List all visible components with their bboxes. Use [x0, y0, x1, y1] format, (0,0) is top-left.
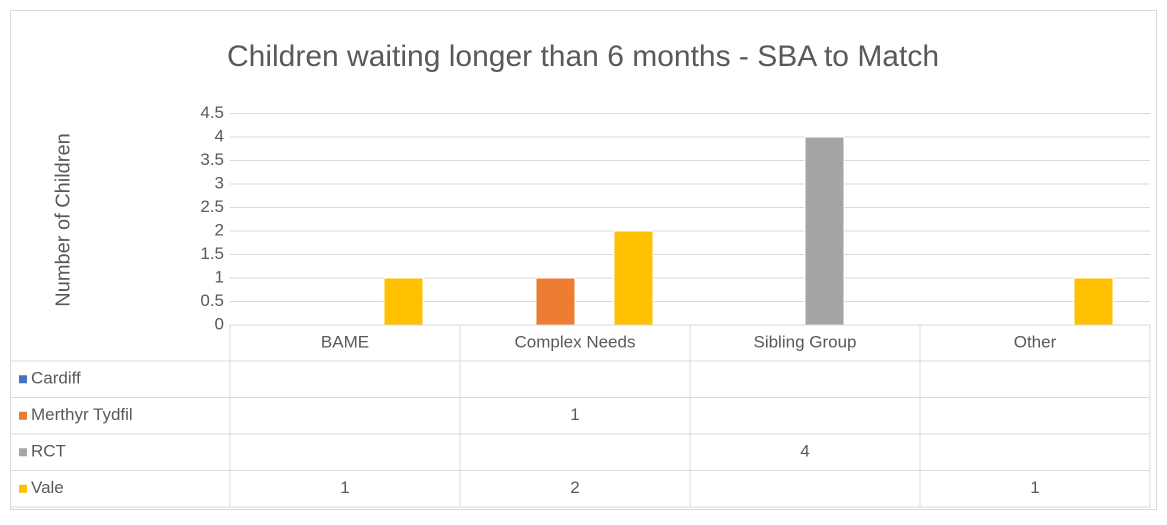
x-tick-label: Sibling Group — [753, 332, 856, 351]
x-tick-label: Other — [1014, 332, 1057, 351]
y-tick-label: 2 — [215, 220, 224, 239]
legend-label: RCT — [31, 442, 66, 461]
y-tick-label: 3.5 — [200, 150, 224, 169]
y-tick-label: 0.5 — [200, 291, 224, 310]
y-tick-label: 0 — [215, 314, 224, 333]
legend-key — [19, 411, 27, 420]
y-axis-label: Number of Children — [52, 133, 74, 306]
x-tick-label: Complex Needs — [515, 332, 636, 351]
bar — [804, 136, 845, 326]
table-value: 4 — [800, 442, 809, 461]
bar — [1073, 277, 1114, 326]
bar — [535, 277, 576, 326]
legend-label: Merthyr Tydfil — [31, 405, 133, 424]
legend-key — [19, 484, 27, 493]
table-value: 1 — [340, 478, 349, 497]
y-tick-label: 1 — [215, 267, 224, 286]
bar — [383, 277, 424, 326]
chart-title: Children waiting longer than 6 months - … — [227, 40, 939, 73]
y-tick-label: 3 — [215, 173, 224, 192]
legend-key — [19, 375, 27, 384]
table-value: 1 — [1030, 478, 1039, 497]
y-tick-label: 4.5 — [200, 103, 224, 122]
x-tick-label: BAME — [321, 332, 369, 351]
table-value: 1 — [570, 405, 579, 424]
bar — [613, 230, 654, 326]
legend-key — [19, 448, 27, 457]
y-tick-label: 2.5 — [200, 197, 224, 216]
chart-border — [10, 10, 1157, 510]
legend-label: Vale — [31, 478, 64, 497]
legend-label: Cardiff — [31, 369, 81, 388]
y-tick-label: 4 — [215, 126, 224, 145]
table-value: 2 — [570, 478, 579, 497]
y-tick-label: 1.5 — [200, 244, 224, 263]
